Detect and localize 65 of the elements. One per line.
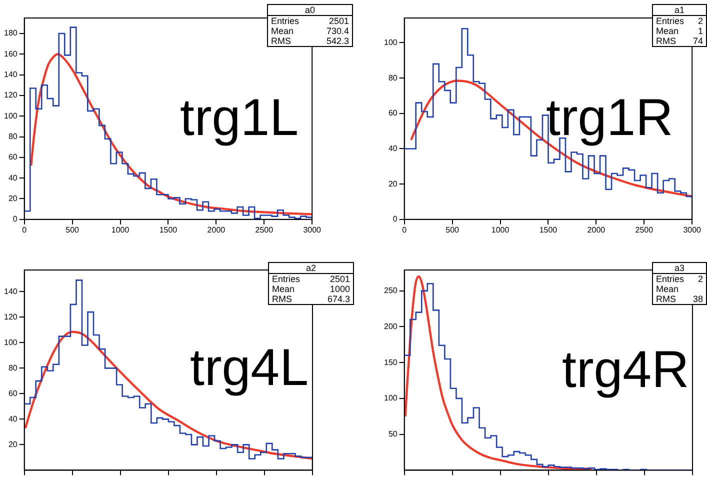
annotation: trg4L	[190, 339, 309, 397]
text: Mean 1000	[272, 284, 350, 294]
annotation: trg4R	[562, 341, 690, 399]
y-tick-label: 200	[384, 322, 398, 331]
x-tick-label: 0	[402, 225, 408, 234]
text: Entries 2	[656, 16, 703, 26]
text: RMS 542.3	[271, 36, 349, 46]
y-tick-label: 120	[4, 90, 18, 100]
y-tick-label: 40	[388, 144, 398, 153]
x-tick-label: 3000	[683, 225, 702, 234]
y-tick-label: 250	[384, 286, 398, 296]
x-tick-label: 2000	[207, 225, 226, 234]
x-tick-label: 0	[22, 225, 28, 234]
line-series	[24, 330, 312, 460]
x-tick-label: 1000	[111, 225, 130, 234]
y-tick-label: 60	[8, 388, 18, 398]
y-tick-label: 150	[384, 358, 398, 367]
annotation: a3	[653, 263, 706, 274]
text: RMS 38	[656, 294, 703, 304]
text: RMS 74	[656, 36, 703, 46]
x-tick-label: 500	[446, 225, 460, 234]
x-tick-label: 2000	[587, 225, 606, 234]
y-tick-label: 20	[388, 179, 398, 188]
y-tick-label: 100	[4, 111, 18, 120]
y-tick-label: 40	[8, 173, 18, 182]
line-series	[30, 53, 312, 216]
y-tick-label: 60	[8, 152, 18, 162]
text: a1	[653, 5, 706, 16]
annotation: trg1L	[180, 89, 299, 147]
y-tick-label: 180	[4, 28, 18, 38]
y-tick-label: 50	[388, 430, 398, 439]
annotation: a2	[269, 263, 353, 274]
y-tick-label: 0	[392, 214, 398, 224]
text: Entries 2	[656, 274, 703, 284]
text: Mean 1	[656, 26, 703, 36]
y-tick-label: 140	[4, 70, 18, 80]
x-tick-label: 1500	[539, 225, 558, 234]
y-tick-label: 80	[388, 73, 398, 82]
x-tick-label: 2500	[635, 225, 654, 234]
x-tick-label: 2500	[255, 225, 274, 234]
annotation: Mean	[656, 284, 679, 294]
y-tick-label: 0	[12, 214, 18, 224]
text: a0	[268, 5, 352, 16]
y-tick-label: 80	[8, 132, 18, 141]
y-tick-label: 100	[384, 394, 398, 403]
text: RMS 674.3	[272, 294, 350, 304]
y-tick-label: 100	[4, 338, 18, 347]
y-tick-label: 100	[384, 38, 398, 47]
x-tick-label: 500	[66, 225, 80, 234]
y-tick-label: 60	[388, 108, 398, 118]
annotation: trg1R	[546, 89, 674, 147]
line-series	[410, 80, 692, 198]
x-tick-label: 1500	[159, 225, 178, 234]
y-tick-label: 80	[8, 363, 18, 372]
y-tick-label: 20	[8, 194, 18, 203]
x-tick-label: 3000	[303, 225, 322, 234]
text: Entries 2501	[272, 274, 350, 284]
y-tick-label: 140	[4, 286, 18, 296]
text: Entries 2501	[271, 16, 349, 26]
x-tick-label: 1000	[491, 225, 510, 234]
y-tick-label: 120	[4, 312, 18, 322]
y-tick-label: 160	[4, 49, 18, 58]
y-tick-label: 20	[8, 440, 18, 449]
text: Mean 730.4	[271, 26, 349, 36]
y-tick-label: 40	[8, 414, 18, 424]
